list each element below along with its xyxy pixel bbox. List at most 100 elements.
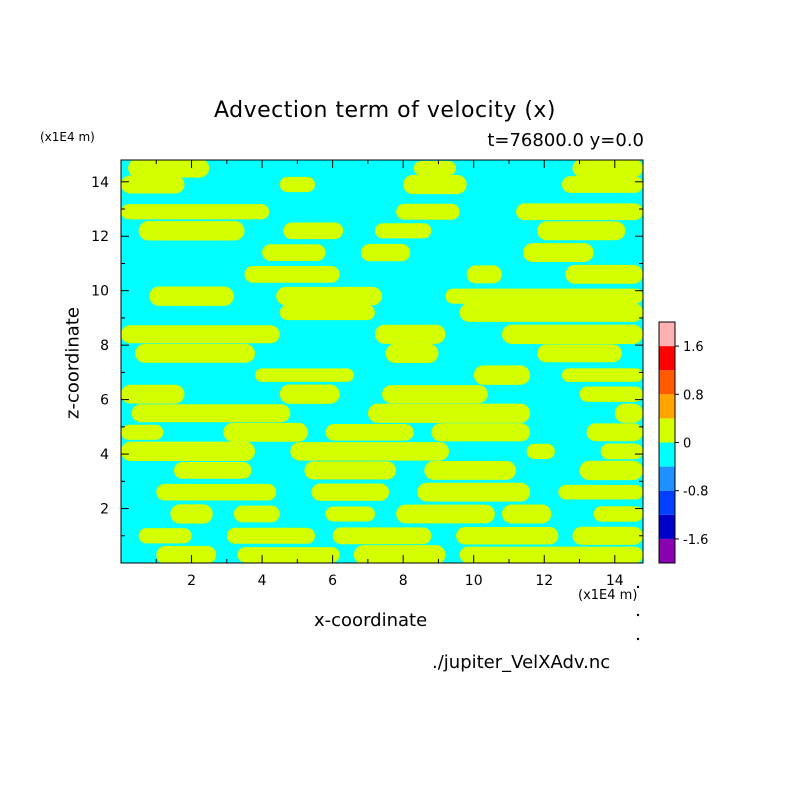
field-cell [600,443,643,460]
field-cell [121,441,256,462]
field-cell [572,526,643,545]
field-cell [614,403,643,423]
field-cell [255,368,354,382]
field-cell [466,265,502,284]
colorbar-swatch [659,346,675,371]
field-cell [459,303,643,322]
field-cell [304,461,397,480]
field-cell [276,286,382,306]
source-filename: ./jupiter_VelXAdv.nc [432,652,611,673]
marker-dot [636,637,640,641]
field-cell [131,404,291,423]
field-cell [135,343,256,363]
field-cell [413,160,457,176]
field-cell [396,203,460,220]
marker-dot [636,585,640,589]
field-cell [279,304,375,321]
field-cell [262,244,326,261]
chart-title: Advection term of velocity (x) [213,98,556,123]
field-cell [360,243,411,262]
field-cell [501,324,643,344]
field-cell [561,176,643,193]
field-cell [431,423,531,442]
field-cell [456,526,559,545]
field-cell [374,324,446,344]
field-cell [121,175,185,194]
field-cell [459,546,643,563]
x-axis-unit: (x1E4 m) [578,588,638,603]
colorbar-swatch [659,538,675,563]
y-axis-unit: (x1E4 m) [40,130,95,144]
colorbar-swatch [659,394,675,419]
field-cell [565,264,643,284]
field-cell [279,384,340,404]
field-cell [121,325,280,344]
colorbar-label: 0.8 [683,388,704,403]
x-tick-label: 8 [399,573,408,589]
colorbar-label: -1.6 [683,533,708,548]
y-tick-label: 10 [91,284,109,300]
colorbar-swatch [659,466,675,491]
field-cell [121,424,164,440]
x-axis-label: x-coordinate [314,610,428,631]
field-cell [403,174,467,195]
x-tick-label: 14 [606,573,624,589]
field-cell [279,176,315,193]
field-cell [332,527,432,545]
y-tick-label: 2 [100,502,109,518]
field-cell [473,365,531,385]
field-cell [572,160,643,178]
field-cell [325,424,414,441]
chart-subtitle: t=76800.0 y=0.0 [487,130,644,151]
field-cell [385,343,439,364]
x-tick-label: 6 [328,573,337,589]
field-cell [138,528,192,544]
y-tick-label: 4 [100,447,109,463]
colorbar-swatch [659,418,675,443]
y-tick-label: 8 [100,338,109,354]
field-cell [156,545,217,563]
colorbar-label: 0 [683,437,691,452]
field-cell [325,506,375,522]
field-cell [170,504,213,524]
colorbar-swatch [659,490,675,515]
field-cell [417,482,531,502]
x-tick-label: 4 [258,573,267,589]
x-tick-label: 12 [535,573,553,589]
field-cell [223,422,308,442]
colorbar-label: 1.6 [683,340,704,355]
field-cell [424,460,517,480]
field-cell [226,527,315,544]
field-cell [579,386,643,402]
x-tick-label: 2 [187,573,196,589]
field-cell [374,223,432,239]
marker-dot [636,613,640,617]
y-tick-label: 6 [100,393,109,409]
y-tick-label: 12 [91,229,109,245]
field-cell [244,266,340,283]
field-cell [290,442,450,461]
field-cell [445,288,643,304]
field-cell [537,344,622,363]
field-cell [579,460,643,481]
colorbar-swatch [659,370,675,395]
field-cell [156,483,277,501]
field-cell [283,222,344,240]
colorbar-swatch [659,442,675,467]
field-cell [526,443,555,460]
colorbar-swatch [659,514,675,539]
colorbar-label: -0.8 [683,485,708,500]
y-tick-label: 14 [91,175,109,191]
field-cell [396,504,495,524]
field-cell [501,504,552,524]
field-cell [586,423,643,442]
x-tick-label: 10 [465,573,483,589]
field-cell [558,484,643,500]
field-cell [121,384,185,404]
field-cell [237,547,340,563]
field-cell [121,204,270,220]
plot-frame [120,159,644,564]
field-cell [367,403,531,423]
field-cell [128,160,210,178]
heatmap-field [121,160,643,563]
